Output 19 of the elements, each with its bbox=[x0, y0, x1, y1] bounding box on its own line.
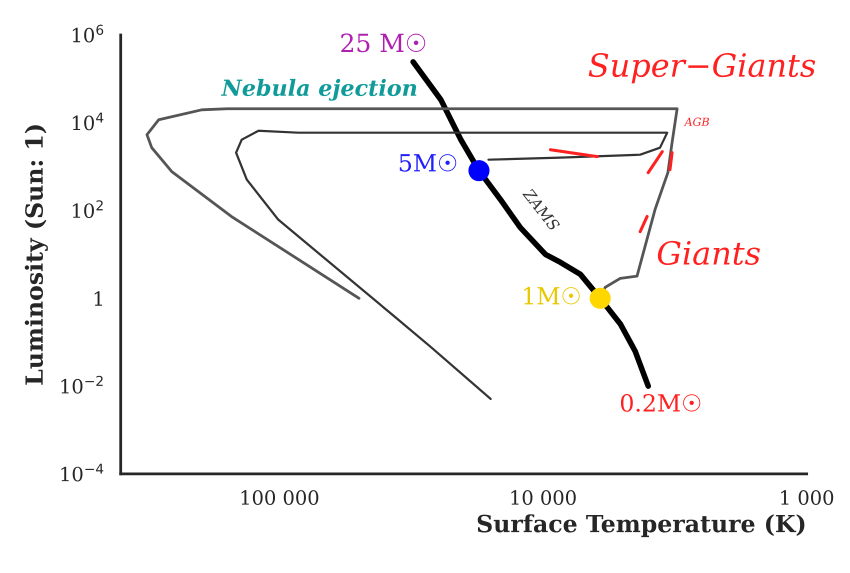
y-tick-label: 10$^{−2}$ bbox=[61, 376, 103, 394]
annotation: AGB bbox=[684, 118, 709, 126]
y-tick-label: 10$^{6}$ bbox=[72, 24, 104, 42]
annotation: Nebula ejection bbox=[220, 78, 416, 101]
annotation: 5M☉ bbox=[400, 154, 456, 172]
annotation: Super−Giants bbox=[588, 52, 816, 84]
x-tick-label: 100 000 bbox=[242, 490, 318, 505]
annotation: 25 M☉ bbox=[341, 33, 426, 52]
annotation: Giants bbox=[658, 240, 760, 265]
y-tick-label: 1 bbox=[94, 291, 102, 306]
y-tick-label: 10$^{2}$ bbox=[72, 200, 103, 218]
annotation: 1M☉ bbox=[524, 286, 580, 304]
x-tick-label: 1 000 bbox=[781, 490, 834, 505]
annotation: 0.2M☉ bbox=[620, 394, 700, 412]
y-tick-label: 10$^{−4}$ bbox=[61, 464, 104, 482]
x-axis-title: Surface Temperature (K) bbox=[478, 514, 804, 538]
y-tick-label: 10$^{4}$ bbox=[72, 112, 104, 130]
x-tick-label: 10 000 bbox=[511, 490, 576, 505]
y-axis-title: Luminosity (Sun: 1) bbox=[24, 125, 48, 385]
